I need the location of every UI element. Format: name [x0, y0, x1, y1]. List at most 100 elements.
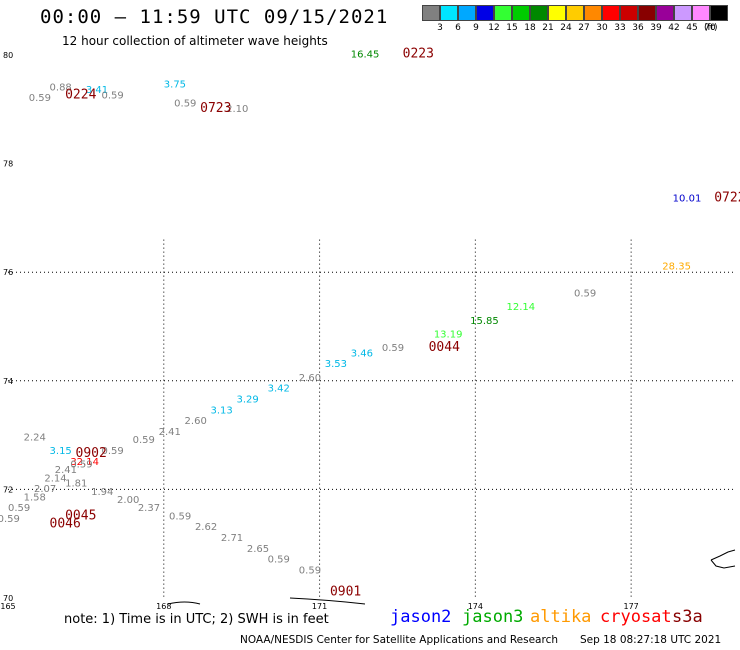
legend-label: 70 — [704, 23, 716, 33]
pass-time-label: 0902 — [76, 446, 107, 461]
wave-height-label: 15.85 — [470, 316, 499, 327]
wave-height-label: 2.07 — [34, 484, 56, 495]
wave-height-label: 0.59 — [133, 435, 155, 446]
latitude-label: 70 — [3, 594, 13, 603]
latitude-label: 72 — [3, 485, 13, 494]
longitude-label: 174 — [468, 602, 483, 611]
legend-swatch — [548, 5, 566, 21]
legend-label: 18 — [524, 23, 536, 33]
wave-height-label: 3.13 — [211, 405, 233, 416]
wave-height-label: 2.00 — [117, 495, 139, 506]
wave-height-label: 0.88 — [50, 82, 72, 93]
pass-time-label: 0046 — [50, 516, 81, 531]
wave-height-label: 28.35 — [662, 261, 691, 272]
legend-swatch — [422, 5, 440, 21]
legend-label: 36 — [632, 23, 644, 33]
wave-height-label: 3.29 — [236, 395, 258, 406]
legend-label: 21 — [542, 23, 554, 33]
wave-height-label: 1.94 — [91, 487, 113, 498]
legend-swatch — [674, 5, 692, 21]
satellite-altika-label: altika — [530, 607, 592, 627]
wave-height-label: 2.62 — [195, 522, 217, 533]
legend-swatch — [476, 5, 494, 21]
wave-height-label: 2.71 — [221, 533, 243, 544]
pass-time-label: 0223 — [403, 47, 434, 62]
longitude-label: 165 — [0, 602, 15, 611]
credit-text: NOAA/NESDIS Center for Satellite Applica… — [240, 634, 558, 646]
legend-swatch — [566, 5, 584, 21]
map-title: 00:00 – 11:59 UTC 09/15/2021 — [40, 6, 389, 28]
satellite-jason2-label: jason2 — [390, 607, 452, 627]
wave-height-label: 2.41 — [55, 465, 77, 476]
wave-height-label: 0.59 — [169, 511, 191, 522]
legend-swatch — [512, 5, 530, 21]
pass-time-label: 0723 — [200, 101, 231, 116]
legend-swatch — [458, 5, 476, 21]
legend-label: 24 — [560, 23, 572, 33]
wave-height-label: 0.59 — [29, 93, 51, 104]
wave-height-label: 2.14 — [44, 473, 66, 484]
wave-height-label: 0.59 — [268, 555, 290, 566]
longitude-label: 177 — [624, 602, 639, 611]
coastline-segment — [167, 601, 201, 605]
pass-time-label: 0901 — [330, 584, 361, 599]
wave-height-label: 2.10 — [226, 104, 248, 115]
wave-height-label: 10.01 — [673, 194, 702, 205]
legend-swatch — [602, 5, 620, 21]
wave-height-label: 3.75 — [164, 80, 186, 91]
legend-label: 39 — [650, 23, 662, 33]
wave-height-label: 3.53 — [325, 359, 347, 370]
coastline-segment — [710, 549, 736, 569]
wave-height-label: 0.59 — [101, 90, 123, 101]
legend-label: 15 — [506, 23, 518, 33]
satellite-s3a-label: s3a — [672, 607, 703, 627]
legend-unit: (ft) — [704, 23, 718, 33]
pass-time-label: 0044 — [429, 340, 460, 355]
wave-height-label: 2.65 — [247, 544, 269, 555]
wave-height-label: 2.24 — [24, 433, 46, 444]
latitude-label: 76 — [3, 268, 13, 277]
legend-label: 42 — [668, 23, 680, 33]
wave-height-label: 0.59 — [0, 514, 20, 525]
wave-height-label: 0.59 — [174, 99, 196, 110]
longitude-label: 171 — [312, 602, 327, 611]
legend-label: 9 — [473, 23, 479, 33]
legend-swatch — [530, 5, 548, 21]
wave-height-label: 3.41 — [86, 85, 108, 96]
legend-swatch — [620, 5, 638, 21]
wave-height-label: 3.46 — [351, 348, 373, 359]
legend-swatch — [638, 5, 656, 21]
wave-height-label: 2.37 — [138, 503, 160, 514]
wave-height-label: 3.15 — [50, 446, 72, 457]
satellite-cryosat-label: cryosat — [600, 607, 672, 627]
latitude-label: 74 — [3, 377, 13, 386]
legend-swatch — [692, 5, 710, 21]
wave-height-label: 1.58 — [24, 492, 46, 503]
legend-swatch — [440, 5, 458, 21]
longitude-label: 168 — [156, 602, 171, 611]
wave-height-label: 1.81 — [65, 479, 87, 490]
pass-time-label: 0224 — [65, 87, 96, 102]
wave-height-label: 2.41 — [159, 427, 181, 438]
pass-time-label: 0722 — [714, 191, 740, 206]
legend-swatch — [656, 5, 674, 21]
legend-label: 33 — [614, 23, 626, 33]
satellite-jason3-label: jason3 — [462, 607, 524, 627]
latitude-label: 80 — [3, 51, 13, 60]
legend-label: 45 — [686, 23, 698, 33]
wave-height-label: 0.59 — [574, 289, 596, 300]
legend-label: 3 — [437, 23, 443, 33]
wave-height-label: 0.59 — [101, 446, 123, 457]
legend-swatch — [710, 5, 728, 21]
wave-height-label: 12.14 — [507, 302, 536, 313]
legend-label: 27 — [578, 23, 590, 33]
latitude-label: 78 — [3, 160, 13, 169]
legend-label: 30 — [596, 23, 608, 33]
wave-height-label: 16.45 — [351, 50, 380, 61]
legend-label: 6 — [455, 23, 461, 33]
legend-swatch — [584, 5, 602, 21]
footer-note: note: 1) Time is in UTC; 2) SWH is in fe… — [64, 612, 329, 627]
legend-label: 12 — [488, 23, 500, 33]
pass-time-label: 0045 — [65, 508, 96, 523]
